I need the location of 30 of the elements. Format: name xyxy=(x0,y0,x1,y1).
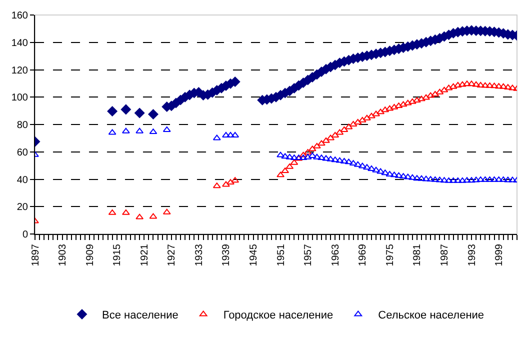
x-tick-label: 1999 xyxy=(494,244,506,266)
x-tick-label: 1969 xyxy=(358,244,369,266)
y-tick-label: 140 xyxy=(11,38,28,49)
legend-label: Сельское население xyxy=(378,309,484,322)
y-tick-label: 100 xyxy=(11,92,28,104)
x-tick-label: 1957 xyxy=(303,244,314,266)
x-tick-label: 1993 xyxy=(466,244,478,266)
x-tick-label: 1909 xyxy=(84,244,96,266)
x-tick-label: 1927 xyxy=(166,244,178,266)
y-tick-label: 0 xyxy=(22,230,28,240)
x-tick-label: 1963 xyxy=(330,244,342,266)
x-tick-label: 1987 xyxy=(440,244,450,266)
x-tick-label: 1897 xyxy=(30,244,42,266)
legend-label: Городское население xyxy=(223,309,334,322)
y-tick-label: 80 xyxy=(16,120,28,131)
x-tick-label: 1981 xyxy=(412,244,424,266)
x-tick-label: 1921 xyxy=(139,244,150,266)
x-tick-label: 1975 xyxy=(384,244,396,266)
x-tick-label: 1915 xyxy=(112,244,124,266)
y-tick-label: 20 xyxy=(16,202,28,214)
x-tick-label: 1939 xyxy=(221,244,232,266)
y-tick-label: 160 xyxy=(11,10,28,22)
y-tick-label: 60 xyxy=(16,147,28,158)
x-tick-label: 1945 xyxy=(248,244,260,266)
x-tick-label: 1951 xyxy=(276,244,287,266)
y-tick-label: 120 xyxy=(11,65,28,76)
legend-label: Все население xyxy=(102,309,178,322)
y-tick-label: 40 xyxy=(16,174,28,186)
x-tick-label: 1933 xyxy=(194,244,205,266)
x-tick-label: 1903 xyxy=(58,244,69,266)
